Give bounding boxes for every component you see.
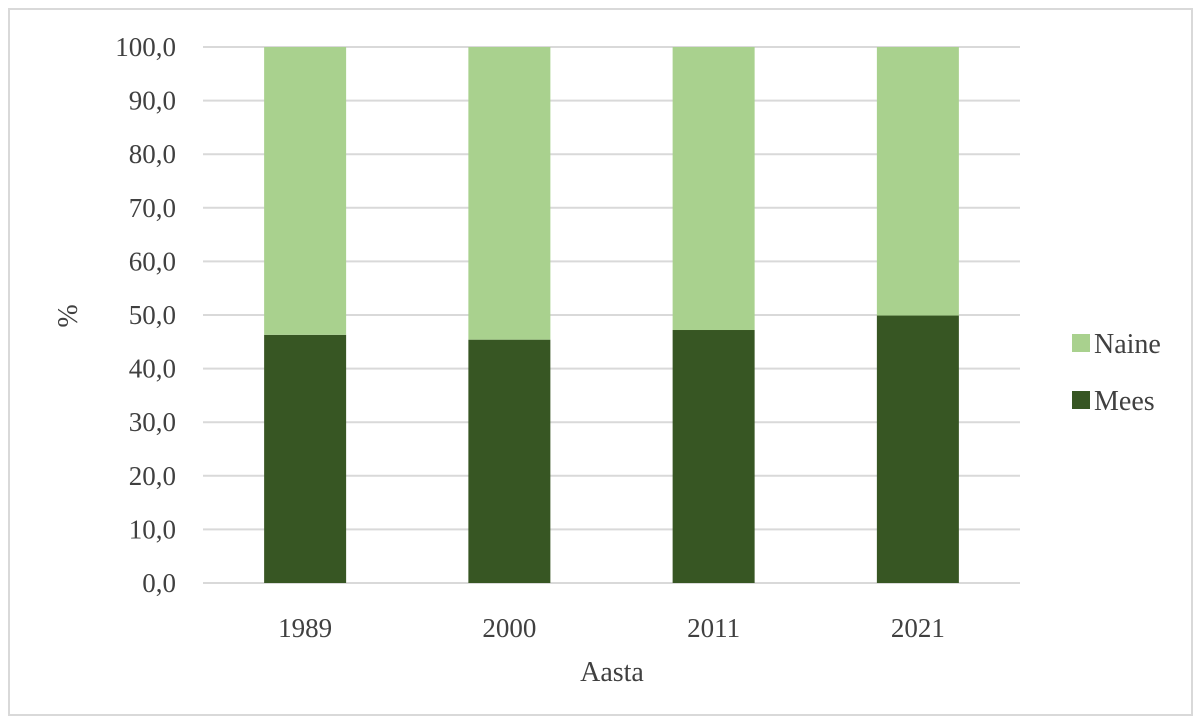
x-tick-label: 2011 (687, 613, 740, 643)
legend-label-naine: Naine (1094, 329, 1161, 360)
x-axis-ticks: 1989 2000 2011 2021 (278, 613, 945, 643)
chart-frame (8, 8, 1193, 716)
x-axis-title: Aasta (580, 657, 644, 688)
bar-mees-2011 (672, 330, 755, 583)
y-tick-label: 20,0 (129, 461, 176, 491)
y-tick-label: 80,0 (129, 139, 176, 169)
legend: Naine Mees (1072, 329, 1161, 417)
bar-mees-2000 (468, 339, 551, 583)
legend-swatch-mees (1072, 391, 1090, 409)
y-tick-label: 70,0 (129, 193, 176, 223)
y-tick-label: 10,0 (129, 514, 176, 544)
y-tick-label: 100,0 (115, 32, 176, 62)
y-tick-label: 40,0 (129, 354, 176, 384)
y-axis-ticks: 0,0 10,0 20,0 30,0 40,0 50,0 60,0 70,0 80,0 90,0 1… (115, 32, 176, 598)
bar-naine-1989 (264, 47, 347, 335)
y-tick-label: 50,0 (129, 300, 176, 330)
bar-mees-2021 (876, 315, 959, 583)
bar-mees-1989 (264, 334, 347, 583)
bars (264, 47, 959, 583)
y-tick-label: 60,0 (129, 246, 176, 276)
y-axis-title: % (53, 304, 84, 327)
x-tick-label: 2021 (891, 613, 945, 643)
legend-label-mees: Mees (1094, 386, 1155, 417)
x-tick-label: 2000 (482, 613, 536, 643)
bar-naine-2011 (672, 47, 755, 331)
y-tick-label: 90,0 (129, 86, 176, 116)
x-tick-label: 1989 (278, 613, 332, 643)
y-tick-label: 0,0 (142, 568, 176, 598)
legend-swatch-naine (1072, 334, 1090, 352)
bar-naine-2000 (468, 47, 551, 340)
bar-naine-2021 (876, 47, 959, 316)
y-tick-label: 30,0 (129, 407, 176, 437)
